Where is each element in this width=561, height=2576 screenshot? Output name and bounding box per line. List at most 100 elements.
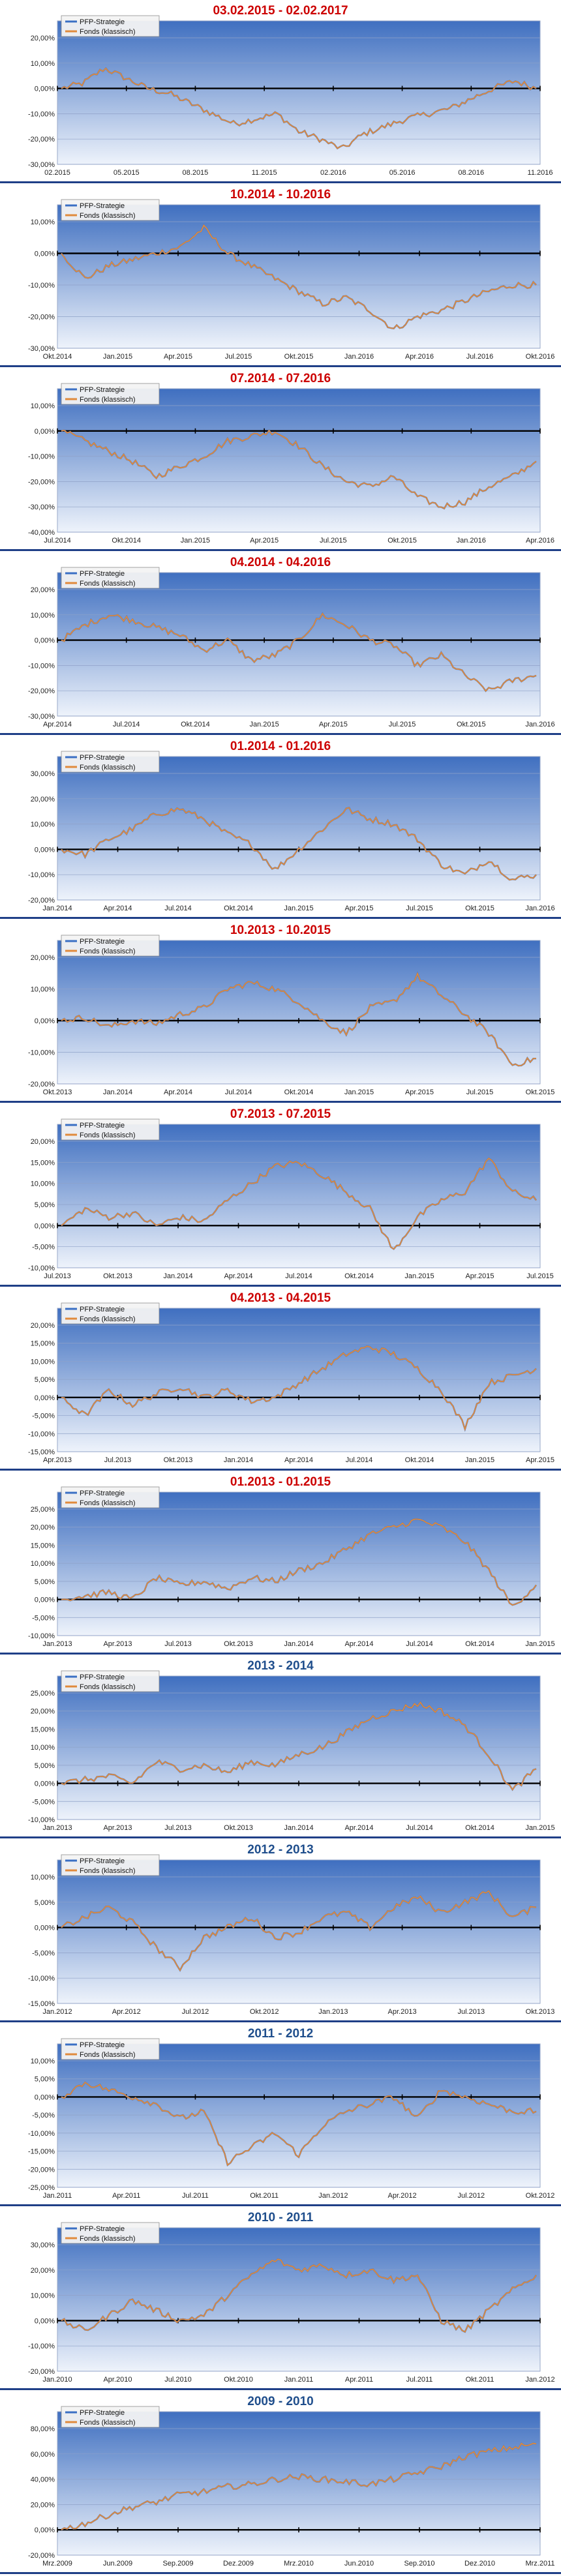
y-tick-label: 0,00% (35, 1596, 55, 1604)
x-tick-label: 02.2016 (320, 169, 346, 177)
legend: PFP-Strategie Fonds (klassisch) (61, 15, 160, 37)
y-tick-label: -30,00% (28, 713, 55, 721)
x-tick-label: Apr.2015 (164, 353, 192, 361)
x-tick-label: Jun.2009 (103, 2560, 132, 2568)
x-tick-label: Jan.2013 (42, 1824, 72, 1832)
y-tick-label: 10,00% (31, 612, 55, 620)
x-tick-label: Jul.2015 (466, 1088, 494, 1096)
legend: PFP-Strategie Fonds (klassisch) (61, 935, 160, 957)
chart-panel: 10.2013 - 10.2015 20,00% 10,00% 0,00% -10,00… (0, 920, 561, 1103)
chart-panel: 04.2014 - 04.2016 20,00% 10,00% 0,00% -10,00… (0, 552, 561, 736)
panel-separator (0, 1836, 561, 1838)
y-tick-label: -10,00% (28, 453, 55, 461)
y-tick-label: -10,00% (28, 1816, 55, 1824)
chart-title: 10.2014 - 10.2016 (230, 188, 331, 202)
series-line-fund (61, 2442, 537, 2530)
y-tick-label: 10,00% (31, 1180, 55, 1188)
legend: PFP-Strategie Fonds (klassisch) (61, 383, 160, 405)
x-tick-label: Okt.2014 (284, 1088, 314, 1096)
y-tick-label: 5,00% (35, 2076, 55, 2084)
legend: PFP-Strategie Fonds (klassisch) (61, 199, 160, 221)
x-tick-label: Jan.2015 (284, 905, 313, 912)
y-tick-label: 5,00% (35, 1376, 55, 1384)
x-tick-label: Jul.2013 (104, 1456, 132, 1464)
x-tick-label: Jul.2013 (44, 1272, 71, 1280)
x-tick-label: Apr.2012 (388, 2192, 417, 2200)
series-line-fund (61, 1890, 537, 1972)
legend-box (61, 383, 160, 405)
chart-svg: 10,00% 0,00% -10,00% -20,00% -30,00%Okt.2014… (28, 199, 555, 361)
legend-label-fund: Fonds (klassisch) (80, 2419, 136, 2427)
x-tick-label: Okt.2015 (284, 353, 314, 361)
plot-area (57, 1491, 541, 1636)
legend-box (61, 2038, 160, 2060)
x-tick-label: Jul.2014 (406, 1824, 433, 1832)
x-tick-label: Jan.2014 (163, 1272, 192, 1280)
series-line-fund (61, 2258, 537, 2333)
x-tick-label: Okt.2012 (526, 2192, 555, 2200)
legend-label-strategy: PFP-Strategie (80, 754, 125, 762)
chart-title: 2009 - 2010 (247, 2395, 314, 2408)
y-tick-label: 10,00% (31, 1874, 55, 1881)
y-tick-label: 15,00% (31, 1340, 55, 1348)
legend: PFP-Strategie Fonds (klassisch) (61, 1854, 160, 1876)
legend-label-fund: Fonds (klassisch) (80, 1867, 136, 1875)
plot-area (57, 2227, 541, 2372)
x-tick-label: 08.2015 (183, 169, 209, 177)
y-tick-label: 10,00% (31, 218, 55, 226)
x-tick-label: Okt.2016 (526, 353, 555, 361)
legend-box (61, 935, 160, 957)
x-tick-label: Jan.2010 (42, 2376, 72, 2384)
x-tick-label: Okt.2015 (387, 537, 417, 545)
chart-panel: 07.2013 - 07.2015 20,00% 15,00% 10,00% 5,00%… (0, 1103, 561, 1287)
x-tick-label: Apr.2016 (526, 537, 554, 545)
x-tick-label: Sep.2009 (162, 2560, 193, 2568)
y-tick-label: 10,00% (31, 821, 55, 829)
y-tick-label: 10,00% (31, 1560, 55, 1568)
x-tick-label: Jan.2011 (43, 2192, 72, 2200)
panel-separator (0, 181, 561, 183)
x-tick-label: Apr.2011 (345, 2376, 373, 2384)
x-tick-label: Jul.2015 (526, 1272, 554, 1280)
chart-title: 01.2014 - 01.2016 (230, 740, 331, 753)
x-tick-label: Okt.2014 (344, 1272, 374, 1280)
x-tick-label: Okt.2013 (526, 2008, 555, 2016)
y-tick-label: 0,00% (35, 85, 55, 93)
x-tick-label: Apr.2014 (284, 1456, 313, 1464)
chart-title: 2010 - 2011 (247, 2211, 314, 2224)
y-tick-label: 0,00% (35, 846, 55, 854)
legend-box (61, 1486, 160, 1508)
x-tick-label: Jan.2014 (284, 1824, 313, 1832)
chart-svg: 25,00% 20,00% 15,00% 10,00% 5,00% 0,00% -5,00%… (28, 1486, 555, 1648)
legend-box (61, 567, 160, 589)
plot-area (57, 388, 541, 533)
chart-panel: 07.2014 - 07.2016 10,00% 0,00% -10,00% -20,0… (0, 368, 561, 552)
x-tick-label: Apr.2013 (103, 1824, 132, 1832)
y-tick-label: 0,00% (35, 2317, 55, 2325)
legend-label-fund: Fonds (klassisch) (80, 28, 136, 36)
chart-svg: 20,00% 15,00% 10,00% 5,00% 0,00% -5,00% -10,00… (28, 1302, 554, 1464)
y-tick-label: -30,00% (28, 345, 55, 353)
series-line-fund (61, 1518, 537, 1606)
legend-label-strategy: PFP-Strategie (80, 386, 125, 394)
y-tick-label: -10,00% (28, 282, 55, 290)
plot-area (57, 572, 541, 717)
panel-separator (0, 2388, 561, 2390)
x-tick-label: Apr.2014 (43, 721, 72, 728)
series-line-fund (61, 429, 537, 509)
panel-separator (0, 917, 561, 919)
x-tick-label: Jan.2016 (525, 721, 554, 728)
x-tick-label: Jul.2015 (225, 353, 252, 361)
x-tick-label: Mrz.2009 (42, 2560, 72, 2568)
legend-label-fund: Fonds (klassisch) (80, 1683, 136, 1691)
series-line-fund (61, 224, 537, 329)
chart-svg: 20,00% 10,00% 0,00% -10,00% -20,00%Okt.2013 J… (28, 935, 554, 1096)
y-tick-label: 0,00% (35, 1017, 55, 1025)
y-tick-label: 80,00% (31, 2425, 55, 2433)
y-tick-label: 20,00% (31, 1708, 55, 1716)
plot-area (57, 756, 541, 901)
y-tick-label: -30,00% (28, 161, 55, 169)
y-tick-label: 0,00% (35, 1925, 55, 1932)
x-tick-label: Jan.2015 (103, 353, 132, 361)
y-tick-label: -15,00% (28, 2000, 55, 2008)
